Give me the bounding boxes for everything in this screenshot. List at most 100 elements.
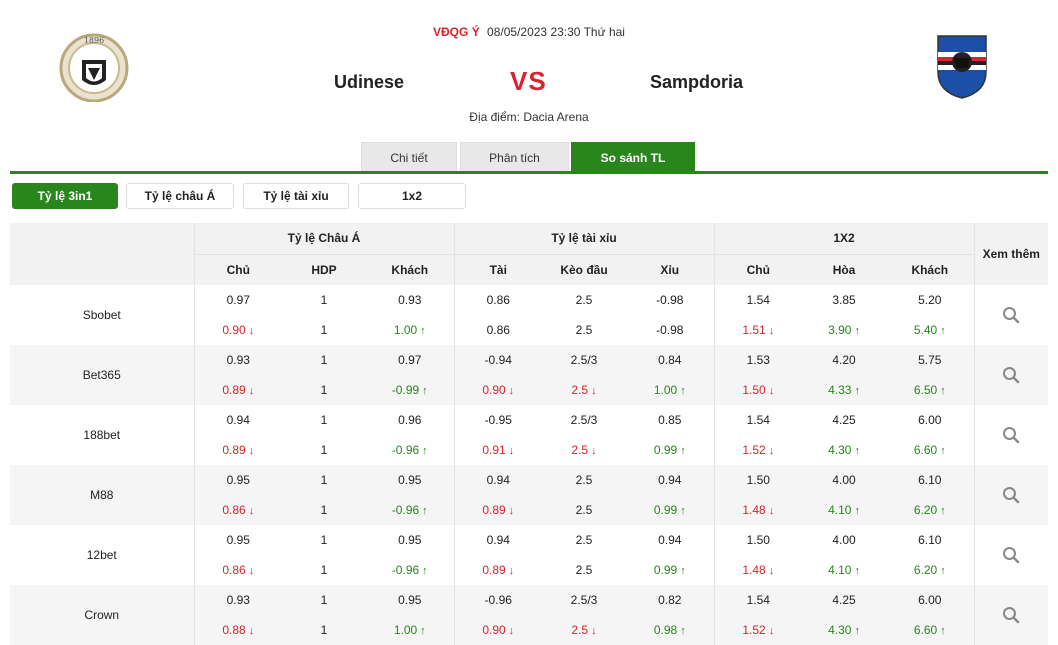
udinese-logo-icon: 1896 (59, 33, 129, 102)
col-header: Tài (453, 253, 542, 285)
bookmaker-name[interactable]: Bet365 (10, 345, 194, 405)
opening-odds: 1.50 (746, 473, 770, 487)
table-row: Bet365 0.93 0.89 ↓ 1 1 0.97 -0.99 ↑ -0.94 0.90 ↓ 2.5… (10, 345, 1049, 405)
opening-odds: 1 (320, 473, 328, 487)
col-header: Chủ (193, 253, 282, 285)
opening-odds: 1 (320, 353, 328, 367)
live-odds: 2.5 (542, 555, 626, 585)
table-row: Crown 0.93 0.88 ↓ 1 1 0.95 1.00 ↑ -0.96 0.90 ↓ 2.5/3… (10, 585, 1049, 645)
live-odds-value: 0.90 (482, 623, 506, 637)
live-odds-value: 2.5 (571, 383, 589, 397)
bookmaker-name[interactable]: 12bet (86, 548, 117, 562)
arrow-up-icon: ↑ (680, 625, 686, 637)
opening-odds: 0.82 (658, 593, 682, 607)
opening-odds: 0.93 (226, 353, 250, 367)
arrow-up-icon: ↑ (854, 565, 860, 577)
home-team-name[interactable]: Udinese (334, 72, 405, 92)
arrow-down-icon: ↓ (591, 385, 597, 397)
live-odds-value: 1 (320, 563, 328, 577)
live-odds: 3.90 ↑ (802, 315, 886, 345)
odds-cell: 0.94 0.89 ↓ (193, 405, 282, 465)
odds-cell: 1.50 1.48 ↓ (713, 465, 803, 525)
live-odds: 0.91 ↓ (455, 435, 543, 465)
live-odds-value: 2.5 (575, 563, 593, 577)
live-odds: 0.90 ↓ (195, 315, 283, 345)
live-odds-value: 4.33 (828, 383, 852, 397)
opening-odds: 1 (320, 293, 328, 307)
search-icon[interactable] (1002, 486, 1020, 504)
opening-odds: 5.75 (918, 353, 942, 367)
opening-odds: 4.25 (832, 593, 856, 607)
live-odds-value: -0.98 (656, 323, 684, 337)
odds-cell: -0.95 0.91 ↓ (453, 405, 543, 465)
search-icon[interactable] (1002, 306, 1020, 324)
bookmaker-name[interactable]: 188bet (83, 428, 121, 442)
away-team-name[interactable]: Sampdoria (650, 72, 744, 92)
arrow-up-icon: ↑ (680, 445, 686, 457)
live-odds-value: -0.96 (391, 443, 420, 457)
live-odds-value: 0.88 (222, 623, 246, 637)
subtab-1x2[interactable]: 1x2 (358, 183, 466, 209)
live-odds-value: 3.90 (828, 323, 852, 337)
tab-details[interactable]: Chi tiết (361, 142, 457, 172)
live-odds-value: 2.5 (575, 323, 593, 337)
live-odds: 2.5 ↓ (542, 615, 626, 645)
live-odds-value: 4.10 (828, 503, 852, 517)
live-odds-value: 0.86 (486, 323, 510, 337)
opening-odds: 0.95 (398, 593, 422, 607)
live-odds-value: 0.86 (222, 563, 246, 577)
subtab-asian[interactable]: Tỷ lệ châu Á (126, 183, 234, 209)
arrow-up-icon: ↑ (422, 445, 428, 457)
search-icon[interactable] (1002, 426, 1020, 444)
tab-odds-compare[interactable]: So sánh TL (571, 142, 695, 172)
search-icon[interactable] (1002, 366, 1020, 384)
odds-cell: 0.94 0.99 ↑ (626, 525, 714, 585)
odds-cell: 0.93 1.00 ↑ (366, 285, 454, 345)
live-odds: 4.30 ↑ (802, 615, 886, 645)
live-odds-value: 0.98 (653, 623, 678, 637)
odds-cell: 0.86 0.86 (453, 285, 542, 345)
live-odds-value: 1 (320, 323, 328, 337)
table-row: M88 0.95 0.86 ↓ 1 1 0.95 -0.96 ↑ 0.94 0.89 ↓ 2.5 2.5 0… (10, 465, 1049, 525)
live-odds: 6.20 ↑ (886, 555, 974, 585)
live-odds: 2.5 ↓ (542, 435, 626, 465)
odds-cell: 5.75 6.50 ↑ (886, 345, 975, 405)
arrow-down-icon: ↓ (768, 505, 775, 517)
live-odds-value: 1.48 (742, 503, 766, 517)
live-odds: 1 (282, 495, 366, 525)
live-odds-value: 0.99 (653, 563, 678, 577)
arrow-down-icon: ↓ (508, 445, 515, 457)
subtab-over-under[interactable]: Tỷ lệ tài xỉu (243, 183, 349, 209)
odds-cell: 0.84 1.00 ↑ (626, 345, 715, 405)
live-odds: 0.89 ↓ (195, 375, 283, 405)
col-header: Khách (366, 253, 454, 285)
odds-cell: 2.5/3 2.5 ↓ (542, 585, 626, 645)
odds-cell: 6.10 6.20 ↑ (886, 525, 974, 585)
live-odds: 0.89 ↓ (455, 555, 543, 585)
search-icon[interactable] (1002, 606, 1020, 624)
opening-odds: -0.94 (484, 353, 512, 367)
league-name[interactable]: VĐQG Ý (433, 25, 480, 39)
opening-odds: 0.96 (398, 413, 422, 427)
live-odds-value: -0.96 (391, 503, 420, 517)
live-odds: 4.10 ↑ (802, 495, 886, 525)
arrow-up-icon: ↑ (680, 565, 686, 577)
odds-cell: 0.97 0.90 ↓ (193, 285, 283, 345)
opening-odds: 2.5/3 (570, 593, 598, 607)
opening-odds: 1.54 (746, 413, 770, 427)
live-odds: -0.96 ↑ (366, 495, 454, 525)
tab-analysis[interactable]: Phân tích (460, 142, 569, 172)
bookmaker-name[interactable]: Crown (10, 585, 194, 645)
opening-odds: 2.5/3 (570, 413, 598, 427)
subtab-3in1[interactable]: Tỷ lệ 3in1 (12, 183, 118, 209)
opening-odds: 0.93 (226, 593, 250, 607)
arrow-up-icon: ↑ (854, 385, 860, 397)
bookmaker-name[interactable]: Sbobet (82, 308, 121, 322)
odds-cell: 2.5/3 2.5 ↓ (542, 405, 626, 465)
search-icon[interactable] (1002, 546, 1020, 564)
arrow-down-icon: ↓ (768, 445, 775, 457)
live-odds-value: 0.89 (222, 443, 246, 457)
odds-cell: 1.54 1.52 ↓ (713, 405, 803, 465)
bookmaker-name[interactable]: M88 (10, 465, 194, 525)
